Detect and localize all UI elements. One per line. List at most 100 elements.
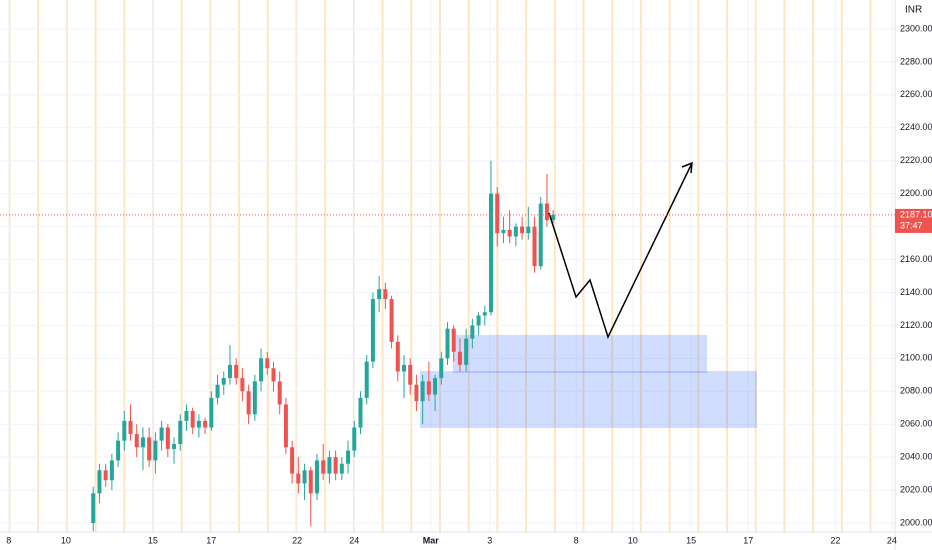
candle-body	[544, 203, 549, 221]
candle-body	[395, 341, 400, 372]
last-price-tag	[895, 208, 932, 233]
candles	[91, 160, 556, 532]
demand-zone[interactable]	[453, 335, 707, 373]
candle-body	[401, 364, 406, 372]
candle-body	[259, 358, 264, 382]
candle-body	[476, 315, 481, 326]
candle-body	[358, 397, 363, 428]
candle-body	[327, 457, 332, 474]
candle-body	[308, 470, 313, 494]
candle-body	[377, 289, 382, 300]
candle-body	[109, 460, 114, 481]
y-tick-label: 2220.00	[900, 155, 932, 165]
x-tick-label: 8	[6, 535, 11, 545]
candle-body	[339, 463, 344, 474]
axes: 2000.00 2020.00 2040.00 2060.00 2080.00 2100.…	[0, 23, 932, 545]
x-tick-label: 24	[887, 535, 897, 545]
candle-body	[103, 470, 108, 481]
y-tick-label: 2160.00	[900, 254, 932, 264]
y-tick-label: 2020.00	[900, 484, 932, 494]
candle-body	[370, 299, 375, 362]
x-tick-label: 15	[686, 535, 696, 545]
arrow-head	[681, 161, 693, 174]
candle-body	[153, 440, 158, 461]
candle-body	[408, 364, 413, 385]
candle-body	[134, 434, 139, 448]
candle-body	[346, 450, 351, 464]
candle-body	[290, 447, 295, 474]
x-tick-label: 10	[61, 535, 71, 545]
x-tick-label: 22	[830, 535, 840, 545]
candle-body	[296, 473, 301, 484]
candle-body	[520, 226, 525, 234]
candle-body	[333, 457, 338, 474]
candle-body	[352, 427, 357, 451]
x-tick-label: 15	[148, 535, 158, 545]
candle-body	[464, 338, 469, 365]
y-tick-label: 2060.00	[900, 419, 932, 429]
candle-body	[426, 381, 431, 395]
candle-body	[470, 325, 475, 339]
candle-body	[196, 420, 201, 428]
y-tick-label: 2080.00	[900, 386, 932, 396]
candle-body	[314, 460, 319, 494]
y-tick-label: 2040.00	[900, 452, 932, 462]
x-tick-label: 24	[349, 535, 359, 545]
y-tick-label: 2200.00	[900, 188, 932, 198]
candle-body	[439, 358, 444, 379]
candle-body	[532, 226, 537, 267]
candle-body	[457, 351, 462, 365]
y-tick-label: 2100.00	[900, 353, 932, 363]
session-breaks	[8, 0, 872, 532]
candle-body	[140, 437, 145, 448]
candle-body	[159, 427, 164, 441]
y-tick-label: 2240.00	[900, 122, 932, 132]
candle-body	[383, 289, 388, 300]
candle-body	[215, 384, 220, 398]
candle-body	[91, 493, 96, 523]
candle-body	[283, 404, 288, 448]
candle-body	[513, 226, 518, 237]
candle-body	[277, 381, 282, 405]
candle-body	[526, 226, 531, 234]
x-tick-label: 22	[292, 535, 302, 545]
candle-body	[414, 384, 419, 402]
y-tick-label: 2260.00	[900, 89, 932, 99]
candle-body	[172, 443, 177, 449]
candle-body	[116, 440, 121, 461]
y-tick-label: 2120.00	[900, 320, 932, 330]
x-tick-label: 17	[206, 535, 216, 545]
candle-body	[538, 203, 543, 267]
candle-body	[445, 328, 450, 359]
candle-body	[240, 378, 245, 392]
x-tick-label: 10	[628, 535, 638, 545]
grid	[0, 0, 895, 532]
candle-body	[246, 391, 251, 415]
candle-body	[302, 470, 307, 484]
projection-arrow[interactable]	[548, 162, 693, 340]
candle-body	[227, 364, 232, 379]
candle-body	[482, 312, 487, 316]
candle-body	[389, 299, 394, 342]
candle-body	[190, 411, 195, 428]
candle-body	[252, 381, 257, 415]
y-tick-label: 2300.00	[900, 23, 932, 33]
candle-body	[147, 437, 152, 461]
countdown: 37:47	[900, 220, 923, 230]
y-tick-label: 2000.00	[900, 517, 932, 527]
last-price-label: 2187.10	[900, 209, 932, 219]
candle-body	[165, 427, 170, 449]
demand-zone[interactable]	[420, 371, 757, 428]
y-tick-label: 2280.00	[900, 56, 932, 66]
candle-body	[321, 460, 326, 474]
candle-body	[178, 420, 183, 444]
candle-body	[451, 328, 456, 352]
candle-body	[364, 361, 369, 398]
candle-body	[551, 214, 556, 221]
candle-body	[420, 381, 425, 402]
candle-body	[128, 420, 133, 435]
candle-body	[209, 397, 214, 428]
candle-body	[495, 193, 500, 234]
candle-body	[507, 229, 512, 237]
